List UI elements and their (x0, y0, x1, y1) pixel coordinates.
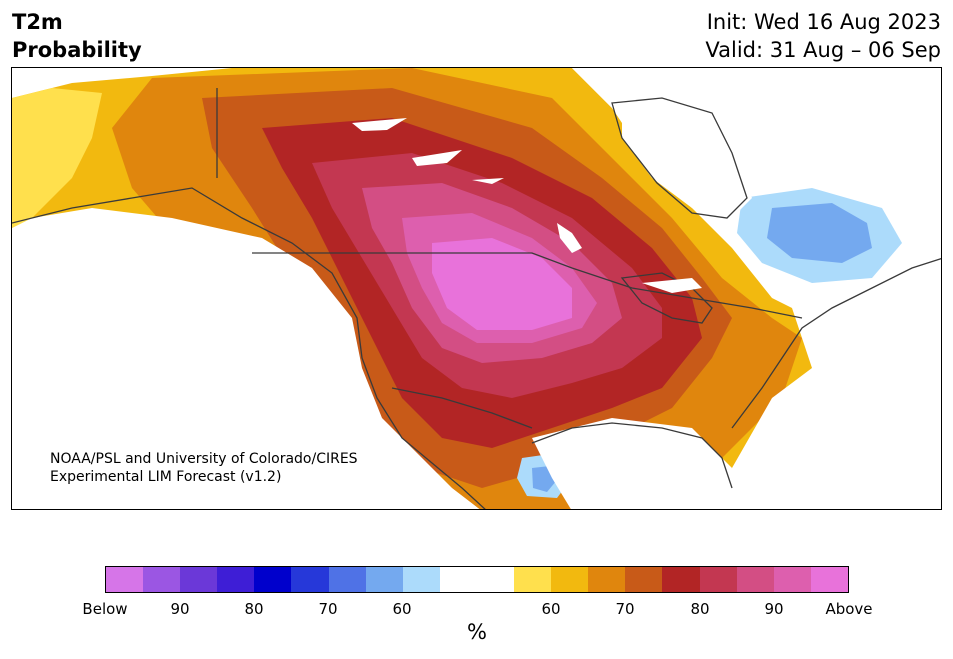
ocean-pacific (12, 208, 480, 509)
init-date: Init: Wed 16 Aug 2023 (706, 10, 941, 34)
ocean-atlantic (703, 268, 941, 509)
colorbar-segment (810, 567, 848, 592)
hudson-bay-region (622, 93, 752, 218)
colorbar-segment (699, 567, 737, 592)
great-bear-lake (352, 118, 407, 131)
title-variable: T2m (12, 10, 63, 34)
colorbar-segment (180, 567, 218, 592)
colorbar-tick-label: 60 (541, 600, 561, 618)
west-coastline (12, 187, 486, 509)
colorbar-segment (402, 567, 440, 592)
colorbar-segment (662, 567, 700, 592)
colorbar-segment (328, 567, 366, 592)
probability-colorbar (105, 566, 849, 593)
great-lakes (620, 272, 713, 324)
prob-zone-magenta (432, 238, 572, 330)
east-coastline (731, 257, 941, 429)
colorbar-tick-label: 70 (318, 600, 338, 618)
canada-us-border (252, 252, 803, 319)
hudson-bay-coast (611, 97, 748, 219)
colorbar-tick-label: 80 (244, 600, 264, 618)
colorbar-tick-label: 90 (170, 600, 190, 618)
ocean-gulf (532, 418, 732, 509)
valid-date: Valid: 31 Aug – 06 Sep (705, 38, 941, 62)
prob-zone-cooler-quebec (767, 203, 872, 263)
lake-athabasca (472, 178, 504, 184)
colorbar-segment (476, 567, 515, 592)
credit-line-2: Experimental LIM Forecast (v1.2) (50, 469, 282, 485)
forecast-map: NOAA/PSL and University of Colorado/CIRE… (11, 67, 942, 510)
colorbar-tick-label: 70 (615, 600, 635, 618)
colorbar-segment (514, 567, 552, 592)
colorbar-segment (217, 567, 255, 592)
data-credit: NOAA/PSL and University of Colorado/CIRE… (50, 450, 358, 486)
colorbar-tick-label: 60 (392, 600, 412, 618)
colorbar-segment (588, 567, 626, 592)
colorbar-tick-label: Above (825, 600, 873, 618)
probability-map-svg (12, 68, 941, 509)
colorbar-segment (551, 567, 589, 592)
forecast-dates: Init: Wed 16 Aug 2023 Valid: 31 Aug – 06… (705, 8, 941, 64)
colorbar-segment (291, 567, 329, 592)
colorbar-segment (106, 567, 144, 592)
colorbar-segment (625, 567, 663, 592)
colorbar-segment (254, 567, 292, 592)
prob-zone-lightyellow (12, 88, 102, 228)
lakes-white (352, 118, 702, 293)
colorbar-segment (439, 567, 477, 592)
colorbar-segment (143, 567, 181, 592)
gulf-coastline (531, 422, 733, 489)
lake-winnipeg (557, 223, 582, 253)
colorbar-segment (736, 567, 774, 592)
colorbar-segment (773, 567, 811, 592)
lake-superior (642, 278, 702, 293)
colorbar-tick-label: Below (82, 600, 128, 618)
colorbar-tick-label: 80 (690, 600, 710, 618)
coastlines-and-borders (12, 88, 941, 509)
credit-line-1: NOAA/PSL and University of Colorado/CIRE… (50, 451, 358, 467)
colorbar-tick-label: 90 (764, 600, 784, 618)
colorbar-unit-label: % (467, 620, 487, 644)
colorbar-segment (365, 567, 403, 592)
great-slave-lake (412, 150, 462, 166)
probability-shading (12, 68, 941, 509)
map-title: T2m Probability (12, 8, 142, 64)
mexico-border (391, 387, 533, 429)
title-quantity: Probability (12, 38, 142, 62)
